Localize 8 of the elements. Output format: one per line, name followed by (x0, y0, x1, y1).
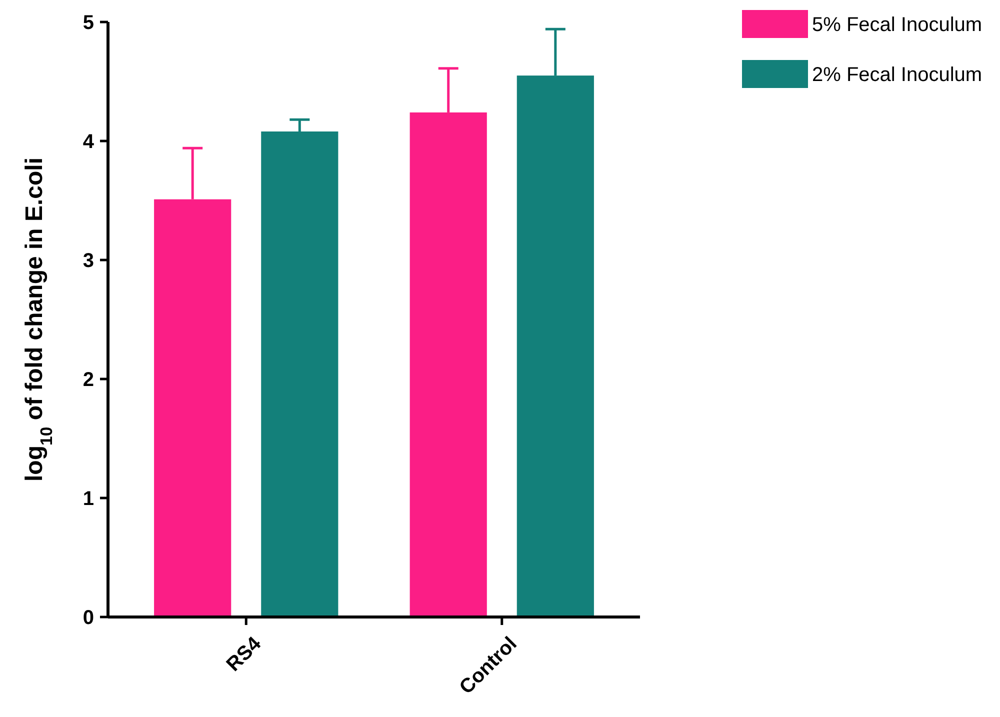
y-tick-label: 2 (82, 369, 94, 391)
y-tick-label: 5 (82, 12, 94, 34)
y-tick-label: 1 (82, 488, 94, 510)
y-tick-label: 4 (82, 131, 95, 153)
y-tick-label: 3 (82, 250, 94, 272)
y-tick-label: 0 (82, 607, 94, 629)
legend-label: 5% Fecal Inoculum (812, 14, 982, 36)
legend-label: 2% Fecal Inoculum (812, 64, 982, 86)
